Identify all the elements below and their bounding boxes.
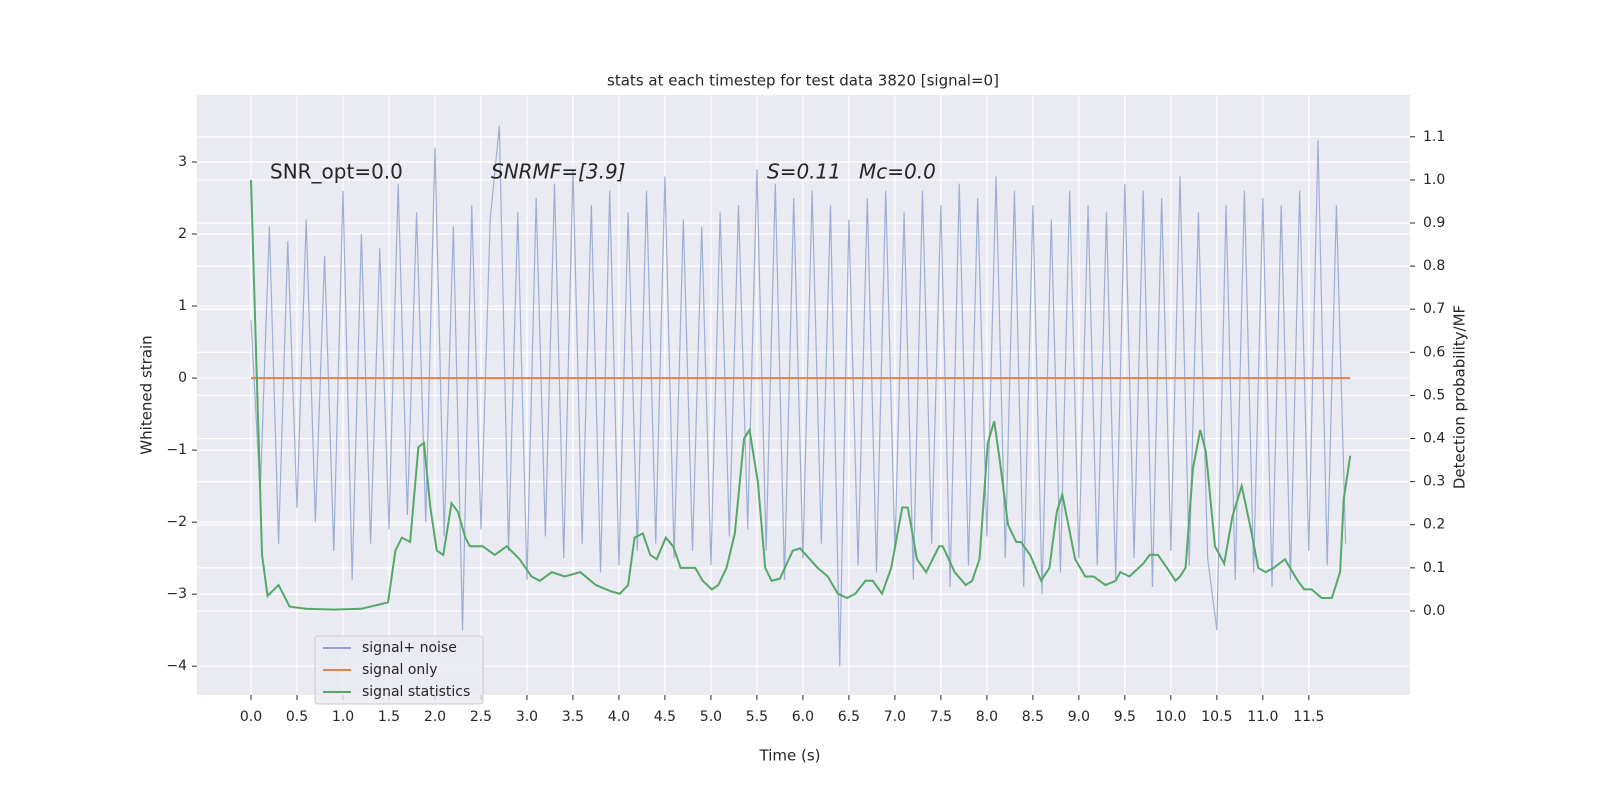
x-tick-label: 6.5 <box>838 709 860 725</box>
x-tick-label: 2.5 <box>470 709 492 725</box>
y-tick-label: 2 <box>178 226 187 242</box>
y2-axis-label: Detection probability/MF <box>1451 305 1469 489</box>
y-tick-label: −2 <box>166 514 187 530</box>
x-tick-label: 8.0 <box>976 709 998 725</box>
x-tick-label: 4.0 <box>608 709 630 725</box>
annotation: SNRMF=[3.9] <box>491 160 625 184</box>
y2-tick-label: 0.5 <box>1423 387 1445 403</box>
annotation: Mc=0.0 <box>859 160 936 184</box>
y-tick-label: 3 <box>178 154 187 170</box>
axes: 0.0 0.5 1.0 1.5 2.0 2.5 3.0 3.5 4.0 4.5 5.0 5.5 6.0 6… <box>166 129 1445 725</box>
legend-box <box>314 635 484 705</box>
y2-tick-label: 0.8 <box>1423 258 1445 274</box>
x-tick-label: 7.0 <box>884 709 906 725</box>
x-tick-label: 5.5 <box>746 709 768 725</box>
y2-tick-label: 0.3 <box>1423 474 1445 490</box>
y-tick-label: −4 <box>166 658 187 674</box>
y2-tick-label: 0.4 <box>1423 431 1445 447</box>
x-tick-label: 11.5 <box>1293 709 1324 725</box>
x-tick-label: 5.0 <box>700 709 722 725</box>
x-tick-label: 1.5 <box>378 709 400 725</box>
x-tick-label: 3.5 <box>562 709 584 725</box>
x-tick-label: 0.0 <box>240 709 262 725</box>
x-tick-label: 11.0 <box>1247 709 1278 725</box>
y-axis-label: Whitened strain <box>138 335 156 454</box>
x-tick-label: 3.0 <box>516 709 538 725</box>
x-tick-label: 2.0 <box>424 709 446 725</box>
legend: signal+ noise signal only signal statistic… <box>314 635 484 705</box>
y2-tick-label: 0.9 <box>1423 215 1445 231</box>
x-tick-label: 4.5 <box>654 709 676 725</box>
y-tick-label: 0 <box>178 370 187 386</box>
series-line <box>249 179 1352 611</box>
x-tick-label: 8.5 <box>1022 709 1044 725</box>
x-tick-label: 1.0 <box>332 709 354 725</box>
y-tick-label: −3 <box>166 586 187 602</box>
y2-tick-label: 0.2 <box>1423 517 1445 533</box>
x-tick-label: 6.0 <box>792 709 814 725</box>
annotation: SNR_opt=0.0 <box>270 160 403 184</box>
marks <box>249 125 1352 667</box>
legend-label: signal only <box>362 662 437 678</box>
legend-label: signal statistics <box>362 684 470 700</box>
x-tick-label: 10.5 <box>1201 709 1232 725</box>
x-tick-label: 10.0 <box>1155 709 1186 725</box>
legend-label: signal+ noise <box>362 640 457 656</box>
chart-title: stats at each timestep for test data 382… <box>607 72 999 90</box>
y-tick-label: −1 <box>166 442 187 458</box>
y-tick-label: 1 <box>178 298 187 314</box>
y2-tick-label: 0.1 <box>1423 560 1445 576</box>
x-tick-label: 9.0 <box>1068 709 1090 725</box>
y2-tick-label: 0.7 <box>1423 301 1445 317</box>
y2-tick-label: 0.6 <box>1423 344 1445 360</box>
y2-tick-label: 1.0 <box>1423 172 1445 188</box>
y2-tick-label: 0.0 <box>1423 603 1445 619</box>
x-tick-label: 9.5 <box>1114 709 1136 725</box>
x-axis-label: Time (s) <box>759 747 821 765</box>
y2-tick-label: 1.1 <box>1423 129 1445 145</box>
x-tick-label: 0.5 <box>286 709 308 725</box>
annotation: S=0.11 <box>767 160 841 184</box>
x-tick-label: 7.5 <box>930 709 952 725</box>
